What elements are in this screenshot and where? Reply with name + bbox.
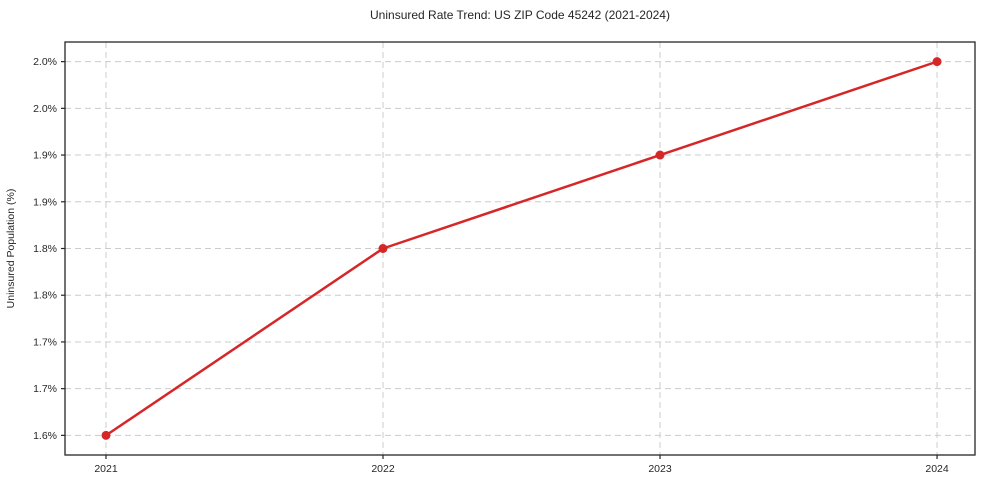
data-point-marker [378,244,388,253]
x-tick-label: 2023 [648,463,672,475]
data-point-marker [101,430,111,440]
y-tick-label: 1.8% [33,290,57,302]
y-tick-label: 2.0% [33,56,57,68]
y-tick-label: 1.6% [33,430,57,442]
x-tick-label: 2021 [94,463,118,475]
trend-line [104,60,939,437]
y-tick-label: 1.7% [33,336,57,348]
chart-title: Uninsured Rate Trend: US ZIP Code 45242 … [370,8,670,22]
plot-border [64,41,976,456]
y-tick-label: 1.9% [33,150,57,162]
y-tick-label: 1.7% [33,383,57,395]
x-tick-label: 2024 [925,463,949,475]
y-tick-label: 1.8% [33,243,57,255]
data-point-marker [932,57,942,67]
y-tick-label: 1.9% [33,196,57,208]
x-tick-label: 2022 [371,463,395,475]
y-axis-label: Uninsured Population (%) [5,189,17,309]
data-point-marker [655,150,665,160]
y-tick-label: 2.0% [33,103,57,115]
